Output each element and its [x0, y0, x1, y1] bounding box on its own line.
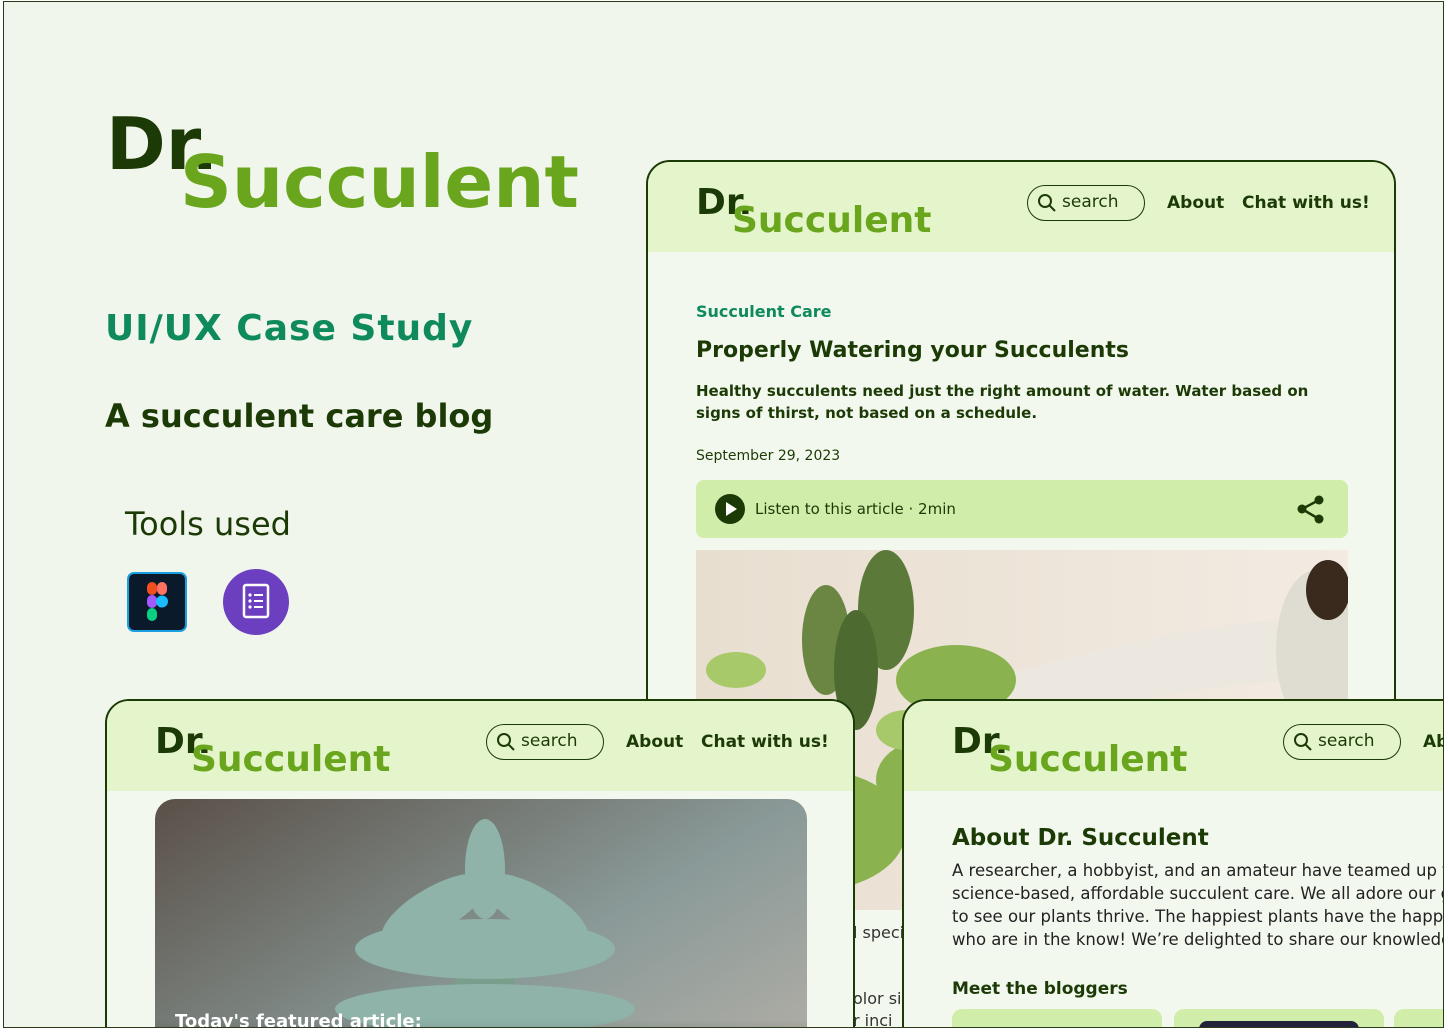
play-button[interactable]: [715, 494, 745, 524]
logo-name: Succulent: [180, 140, 579, 224]
article-title: Properly Watering your Succulents: [696, 338, 1129, 363]
header: [648, 162, 1394, 252]
search-text: search: [521, 731, 578, 751]
fragment: olor si: [853, 989, 902, 1008]
logo-dr: Dr.: [106, 102, 219, 186]
nav-about[interactable]: About: [626, 732, 684, 752]
search[interactable]: search: [486, 724, 604, 760]
logo-dr: Dr.: [155, 721, 212, 762]
search[interactable]: search: [1283, 724, 1401, 760]
figma-icon: [127, 572, 187, 632]
logo-name: Succulent: [191, 739, 391, 780]
nav-chat[interactable]: Chat with us!: [701, 732, 829, 752]
home-mockup: Dr. Succulent search About Chat with us!…: [105, 699, 855, 1032]
blogger-card[interactable]: [1174, 1009, 1384, 1027]
about-mockup: Dr. Succulent search About About Dr. Suc…: [902, 699, 1444, 1027]
blogger-photo: [1199, 1021, 1359, 1027]
search[interactable]: search: [1027, 185, 1145, 221]
blogger-card[interactable]: [952, 1009, 1162, 1027]
body-fragments: l speci olor si r inci: [853, 922, 905, 1028]
search-text: search: [1318, 731, 1375, 751]
about-line: to see our plants thrive. The happiest p…: [952, 907, 1444, 926]
about-line: science-based, affordable succulent care…: [952, 884, 1444, 903]
audio-text: Listen to this article · 2min: [755, 500, 956, 518]
fragment: r inci: [853, 1011, 893, 1028]
nav-about[interactable]: About: [1167, 193, 1225, 213]
tagline: A succulent care blog: [105, 397, 494, 435]
article-summary: Healthy succulents need just the right a…: [696, 382, 1309, 422]
logo-dr: Dr.: [696, 182, 753, 223]
canvas: Dr. Succulent UI/UX Case Study A succule…: [3, 1, 1444, 1028]
about-line: A researcher, a hobbyist, and an amateur…: [952, 861, 1444, 880]
logo-dr: Dr.: [952, 721, 1009, 762]
featured-label: Today's featured article:: [175, 1011, 422, 1032]
share-button[interactable]: [1296, 494, 1326, 524]
hero-logo: Dr. Succulent: [106, 102, 606, 232]
category: Succulent Care: [696, 302, 832, 321]
logo-name: Succulent: [988, 739, 1188, 780]
about-text: A researcher, a hobbyist, and an amateur…: [952, 859, 1444, 951]
search-text: search: [1062, 192, 1119, 212]
audio-bar: Listen to this article · 2min: [696, 480, 1348, 538]
about-line: who are in the know! We’re delighted to …: [952, 930, 1444, 949]
header: [904, 701, 1443, 791]
date: September 29, 2023: [696, 448, 841, 464]
nav-about[interactable]: About: [1423, 732, 1443, 752]
header: [107, 701, 853, 791]
logo-name: Succulent: [732, 200, 932, 241]
nav-chat[interactable]: Chat with us!: [1242, 193, 1370, 213]
tools-heading: Tools used: [125, 505, 291, 543]
forms-icon: [223, 569, 289, 635]
subtitle: UI/UX Case Study: [105, 308, 474, 349]
about-title: About Dr. Succulent: [952, 825, 1209, 851]
featured-photo: Today's featured article:: [155, 799, 807, 1032]
bloggers-heading: Meet the bloggers: [952, 979, 1128, 999]
blogger-card[interactable]: [1394, 1009, 1443, 1027]
fragment: l speci: [853, 923, 905, 942]
